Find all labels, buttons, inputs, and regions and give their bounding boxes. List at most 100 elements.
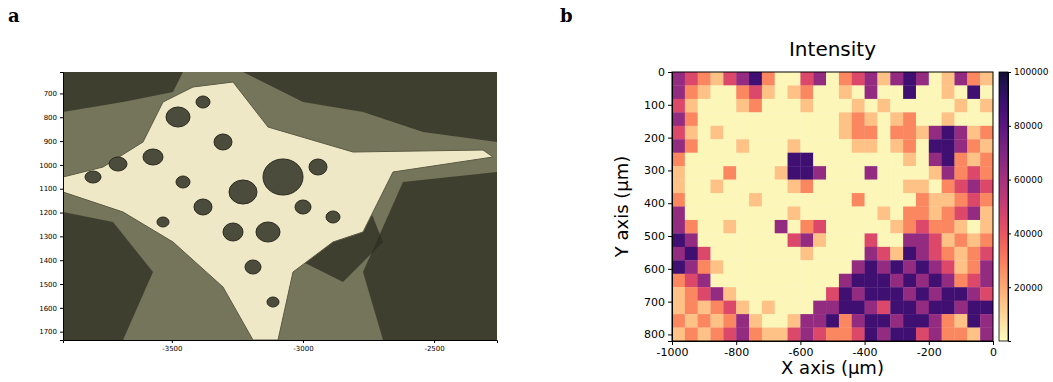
cell	[736, 247, 749, 261]
cell	[698, 260, 711, 274]
cell	[967, 166, 980, 180]
cell	[698, 193, 711, 207]
cell	[826, 233, 839, 247]
cell	[723, 112, 736, 126]
cell	[775, 287, 788, 301]
tick-mark	[668, 170, 672, 171]
cell	[929, 207, 942, 221]
cell	[916, 247, 929, 261]
cell	[890, 328, 903, 341]
cell	[723, 99, 736, 113]
tick-label: -800	[724, 346, 749, 359]
cell	[877, 207, 890, 221]
cell	[813, 126, 826, 140]
cell	[685, 99, 698, 113]
inclusion	[267, 297, 279, 307]
cell	[749, 153, 762, 167]
cell	[749, 166, 762, 180]
cell	[723, 314, 736, 328]
cell	[685, 72, 698, 86]
cell	[839, 328, 852, 341]
inclusion	[309, 159, 327, 175]
cell	[723, 72, 736, 86]
cell	[672, 314, 685, 328]
cell	[852, 99, 865, 113]
cell	[903, 220, 916, 234]
cell	[685, 112, 698, 126]
tick-label: 200	[644, 132, 665, 145]
cell	[813, 207, 826, 221]
cell	[954, 287, 967, 301]
cell	[711, 180, 724, 194]
cell	[749, 139, 762, 153]
cell	[762, 153, 775, 167]
cell	[954, 247, 967, 261]
cell	[788, 85, 801, 99]
tick-mark	[668, 203, 672, 204]
cell	[736, 85, 749, 99]
tick: 700	[44, 90, 63, 98]
cell	[967, 126, 980, 140]
cell	[813, 247, 826, 261]
cell	[826, 126, 839, 140]
cell	[736, 112, 749, 126]
cell	[839, 260, 852, 274]
cell	[711, 314, 724, 328]
tick-label: 60000	[1014, 175, 1043, 185]
cell	[788, 274, 801, 288]
cell	[698, 166, 711, 180]
cell	[877, 139, 890, 153]
cell	[749, 233, 762, 247]
tick-mark	[60, 213, 63, 214]
cell	[865, 153, 878, 167]
cell	[942, 99, 955, 113]
cell	[698, 328, 711, 341]
cell	[775, 301, 788, 315]
cell	[865, 126, 878, 140]
cell	[723, 220, 736, 234]
cell	[813, 220, 826, 234]
tick: 500	[644, 230, 672, 243]
cell	[826, 328, 839, 341]
cell	[877, 126, 890, 140]
cell	[890, 314, 903, 328]
tick: 40000	[1008, 229, 1043, 239]
tick: 60000	[1008, 175, 1043, 185]
cell	[980, 314, 993, 328]
cell	[775, 233, 788, 247]
cell	[852, 180, 865, 194]
cell	[877, 72, 890, 86]
cell	[813, 274, 826, 288]
cell	[916, 207, 929, 221]
cell	[775, 180, 788, 194]
cell	[698, 287, 711, 301]
cell	[903, 274, 916, 288]
cell	[723, 301, 736, 315]
cell	[929, 233, 942, 247]
cell	[711, 139, 724, 153]
cell	[775, 220, 788, 234]
plot-frame	[672, 72, 993, 341]
background	[63, 72, 497, 340]
cell	[903, 85, 916, 99]
cell	[929, 180, 942, 194]
cell	[723, 139, 736, 153]
tick: -3500	[162, 340, 182, 353]
tick-label: 1700	[39, 328, 57, 336]
cell	[698, 233, 711, 247]
cell	[890, 99, 903, 113]
cell	[685, 193, 698, 207]
cell	[865, 85, 878, 99]
heatmap	[672, 72, 993, 341]
cell	[749, 85, 762, 99]
cell	[749, 301, 762, 315]
cell	[890, 233, 903, 247]
inclusion	[214, 134, 232, 150]
cell	[711, 126, 724, 140]
cell	[916, 233, 929, 247]
cell	[929, 220, 942, 234]
cell	[839, 166, 852, 180]
cell	[813, 99, 826, 113]
tick-mark	[668, 105, 672, 106]
cell	[954, 301, 967, 315]
